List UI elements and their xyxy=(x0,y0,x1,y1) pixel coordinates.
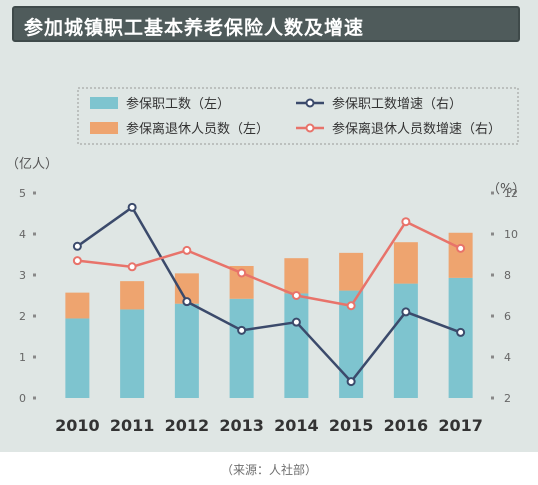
left-tick-mark xyxy=(33,355,36,359)
bar-retirees xyxy=(120,281,145,310)
left-tick-mark xyxy=(33,314,36,318)
source-note: （来源：人社部） xyxy=(220,463,317,477)
x-tick-label: 2017 xyxy=(438,416,483,435)
legend: 参保职工数（左） 参保离退休人员数（左） 参保职工数增速（右） 参保离退休人员数增速（… xyxy=(77,87,519,145)
x-tick-label: 2010 xyxy=(55,416,100,435)
right-tick-mark xyxy=(491,232,494,236)
point-employee-growth xyxy=(456,327,466,337)
x-tick-label: 2015 xyxy=(329,416,374,435)
chart-svg: 参保职工数（左） 参保离退休人员数（左） 参保职工数增速（右） 参保离退休人员数增速（… xyxy=(6,87,525,435)
chart-title: 参加城镇职工基本养老保险人数及增速 xyxy=(24,17,365,39)
left-tick-label: 3 xyxy=(19,269,26,282)
right-tick-mark xyxy=(491,273,494,277)
point-retiree-growth xyxy=(72,256,82,266)
left-tick-mark xyxy=(33,396,36,400)
point-employee-growth xyxy=(237,325,247,335)
right-tick-mark xyxy=(491,355,494,359)
bar-employees xyxy=(120,309,145,398)
right-tick-label: 6 xyxy=(504,310,511,323)
point-retiree-growth xyxy=(291,291,301,300)
legend-box xyxy=(77,87,519,145)
point-employee-growth xyxy=(401,307,411,317)
chart-panel xyxy=(0,0,538,452)
x-tick-label: 2012 xyxy=(165,416,210,435)
bar-retirees xyxy=(339,252,364,291)
x-tick-label: 2016 xyxy=(384,416,429,435)
left-tick-mark xyxy=(33,273,36,277)
legend-swatch-marker xyxy=(305,123,315,133)
legend-swatch-marker xyxy=(305,98,315,108)
point-retiree-growth xyxy=(127,262,137,272)
legend-label: 参保离退休人员数增速（右） xyxy=(332,121,501,137)
legend-swatch xyxy=(90,122,118,134)
point-retiree-growth xyxy=(346,301,356,311)
left-tick-label: 1 xyxy=(19,351,26,364)
right-tick-label: 2 xyxy=(504,392,511,405)
line-employee-growth xyxy=(76,205,462,384)
right-tick-label: 4 xyxy=(504,351,511,364)
right-axis-unit: （%） xyxy=(487,182,525,197)
legend-swatch xyxy=(90,97,118,109)
point-retiree-growth xyxy=(182,245,192,255)
bar-employees xyxy=(174,303,199,398)
right-tick-label: 10 xyxy=(504,228,518,241)
bars xyxy=(65,232,473,398)
right-tick-mark xyxy=(491,191,494,195)
x-tick-label: 2013 xyxy=(219,416,264,435)
point-employee-growth xyxy=(291,317,301,327)
point-retiree-growth xyxy=(456,243,466,253)
title-bar: 参加城镇职工基本养老保险人数及增速 xyxy=(12,6,520,42)
bar-employees xyxy=(284,293,309,398)
left-tick-mark xyxy=(33,232,36,236)
legend-label: 参保职工数（左） xyxy=(126,96,230,112)
bar-employees xyxy=(229,298,254,398)
bar-retirees xyxy=(393,242,418,284)
x-tick-label: 2014 xyxy=(274,416,319,435)
left-tick-mark xyxy=(33,191,36,195)
bar-retirees xyxy=(448,232,473,278)
left-tick-label: 2 xyxy=(19,310,26,323)
left-axis-unit: （亿人） xyxy=(6,157,58,172)
point-employee-growth xyxy=(182,297,192,307)
left-tick-label: 0 xyxy=(19,392,26,405)
left-tick-label: 5 xyxy=(19,187,26,200)
x-tick-label: 2011 xyxy=(110,416,155,435)
legend-label: 参保离退休人员数（左） xyxy=(126,121,269,137)
right-tick-mark xyxy=(491,314,494,318)
bar-retirees xyxy=(65,292,90,319)
bar-employees xyxy=(65,318,90,398)
right-tick-label: 8 xyxy=(504,269,511,282)
point-retiree-growth xyxy=(237,268,247,278)
right-tick-label: 12 xyxy=(504,187,518,200)
bar-employees xyxy=(393,283,418,398)
right-tick-mark xyxy=(491,396,494,400)
legend-label: 参保职工数增速（右） xyxy=(332,96,462,112)
point-retiree-growth xyxy=(401,217,411,227)
point-employee-growth xyxy=(72,241,82,251)
lines xyxy=(72,202,466,387)
bar-retirees xyxy=(284,258,309,294)
bar-employees xyxy=(448,277,473,398)
line-retiree-growth xyxy=(77,220,462,308)
point-employee-growth xyxy=(346,377,356,387)
left-tick-label: 4 xyxy=(19,228,26,241)
point-employee-growth xyxy=(127,202,137,212)
